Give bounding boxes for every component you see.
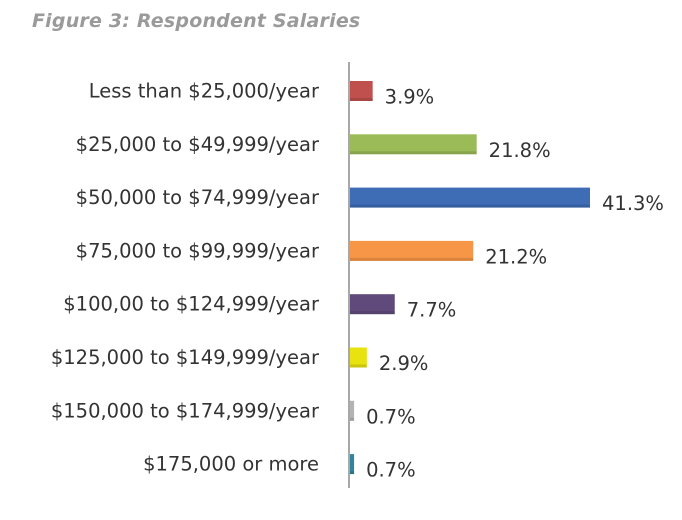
bar-shadow [350, 311, 395, 315]
category-label: $125,000 to $149,999/year [51, 346, 320, 369]
bar-shadow [350, 204, 590, 208]
bar-shadow [350, 364, 367, 368]
category-label: $150,000 to $174,999/year [51, 399, 320, 422]
bar [350, 347, 367, 368]
bar [350, 81, 373, 101]
value-label: 7.7% [407, 299, 457, 322]
category-label: $50,000 to $74,999/year [76, 186, 320, 209]
figure-title: Figure 3: Respondent Salaries [32, 10, 361, 32]
bar [350, 134, 477, 155]
bar-shadow [350, 471, 355, 475]
bar-shadow [350, 257, 474, 261]
category-label: $75,000 to $99,999/year [76, 239, 320, 262]
category-label: $100,00 to $124,999/year [63, 293, 320, 316]
bar-shadow [350, 417, 355, 421]
value-label: 2.9% [379, 352, 429, 375]
value-label: 3.9% [385, 86, 435, 109]
category-label: Less than $25,000/year [89, 80, 320, 103]
category-label: $25,000 to $49,999/year [76, 133, 320, 156]
bar [350, 240, 474, 261]
bar [350, 187, 590, 208]
bar [350, 294, 395, 315]
value-label: 21.8% [489, 139, 551, 162]
bar [350, 454, 355, 475]
bar-shadow [350, 151, 477, 155]
value-label: 21.2% [485, 245, 547, 268]
value-label: 41.3% [602, 192, 664, 215]
bar [350, 400, 355, 421]
bar-shadow [350, 98, 373, 101]
category-label: $175,000 or more [143, 453, 319, 476]
value-label: 0.7% [366, 405, 416, 428]
value-label: 0.7% [366, 459, 416, 482]
